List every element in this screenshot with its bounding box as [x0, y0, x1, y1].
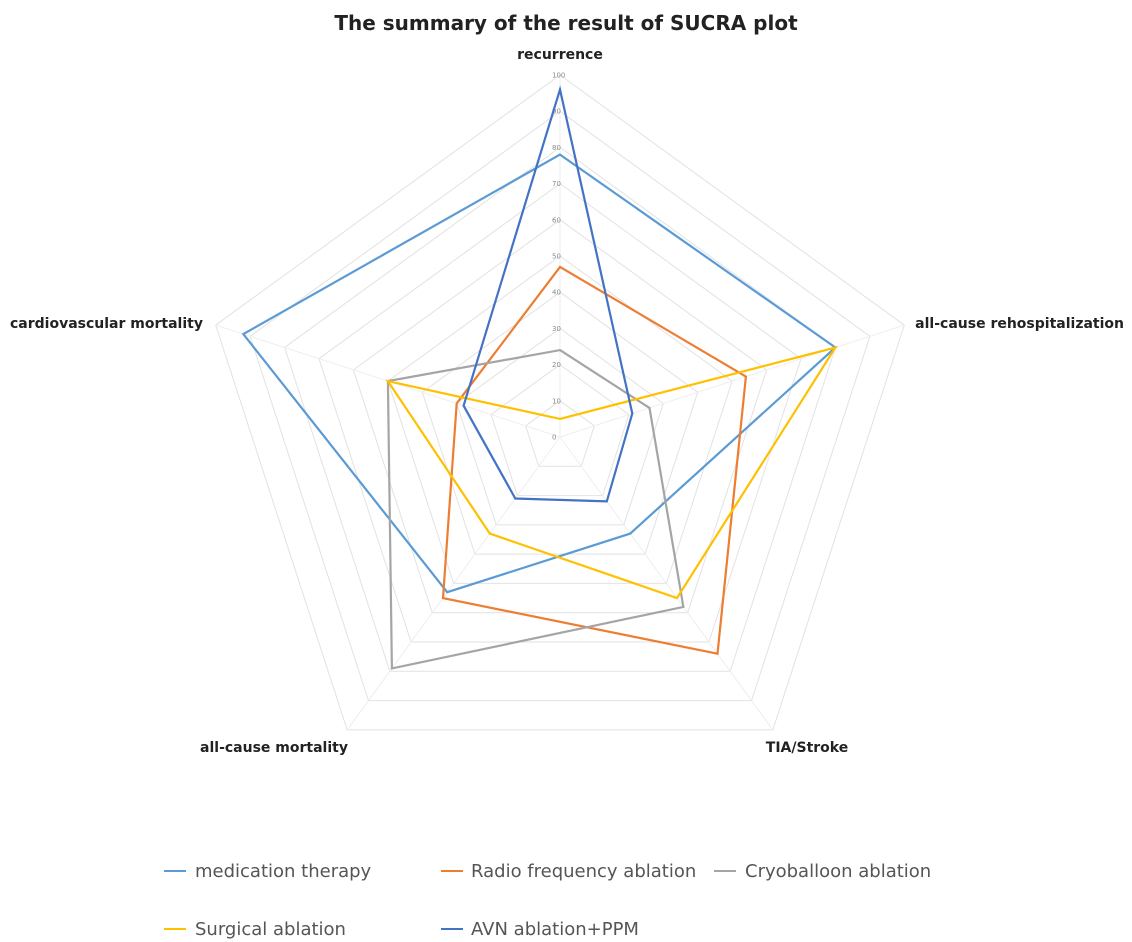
grid-ring: [421, 291, 699, 555]
legend-item-avn-ablation-ppm: AVN ablation+PPM: [441, 919, 639, 940]
tick-label: 70: [552, 180, 561, 188]
legend-item-radio-frequency-ablation: Radio frequency ablation: [441, 861, 696, 882]
grid-ring: [525, 400, 595, 467]
spoke-all-cause-mortality: [346, 436, 561, 731]
spoke-all-cause-rehospitalization: [559, 324, 905, 438]
axis-label-recurrence: recurrence: [517, 47, 603, 63]
legend-label-surgical-ablation: Surgical ablation: [195, 919, 346, 940]
tick-label: 30: [552, 325, 561, 333]
tick-label: 20: [552, 361, 561, 369]
series-medication-therapy: [241, 153, 838, 594]
axis-label-all-cause-mortality: all-cause mortality: [200, 740, 348, 756]
tick-label: 80: [552, 144, 561, 152]
series-cryoballoon-ablation: [386, 348, 685, 670]
radar-grid: [215, 74, 905, 731]
grid-ring: [352, 219, 768, 614]
legend-label-radio-frequency-ablation: Radio frequency ablation: [471, 861, 696, 882]
legend-item-surgical-ablation: Surgical ablation: [164, 919, 346, 940]
axis-label-tia-stroke: TIA/Stroke: [766, 740, 848, 756]
grid-ring: [387, 255, 733, 584]
chart-title: The summary of the result of SUCRA plot: [334, 11, 798, 35]
grid-ring: [249, 110, 871, 702]
legend-item-medication-therapy: medication therapy: [164, 861, 372, 882]
tick-label: 10: [552, 397, 561, 405]
series-avn-ablation-ppm: [462, 85, 634, 503]
grid-ring: [215, 74, 905, 731]
tick-label: 100: [552, 72, 565, 80]
grid-ring: [318, 182, 802, 643]
axis-label-cardiovascular-mortality: cardiovascular mortality: [10, 316, 203, 332]
tick-label: 90: [552, 108, 561, 116]
series-radio-frequency-ablation: [441, 265, 748, 656]
series-surgical-ablation: [385, 345, 838, 600]
legend-label-avn-ablation-ppm: AVN ablation+PPM: [471, 919, 639, 940]
series-lines: [241, 85, 838, 670]
spoke-tia-stroke: [559, 436, 774, 731]
grid-ring: [456, 327, 664, 526]
tick-label: 0: [552, 434, 556, 442]
legend-item-cryoballoon-ablation: Cryoballoon ablation: [714, 861, 931, 882]
chart-legend: medication therapy Radio frequency ablat…: [164, 861, 931, 940]
tick-label: 50: [552, 253, 561, 261]
radial-tick-labels: 0 10 20 30 40 50 60 70 80 90 100: [552, 72, 565, 442]
legend-label-medication-therapy: medication therapy: [195, 861, 372, 882]
tick-label: 40: [552, 289, 561, 297]
legend-label-cryoballoon-ablation: Cryoballoon ablation: [745, 861, 931, 882]
axis-label-all-cause-rehospitalization: all-cause rehospitalization: [915, 316, 1124, 332]
tick-label: 60: [552, 216, 561, 224]
